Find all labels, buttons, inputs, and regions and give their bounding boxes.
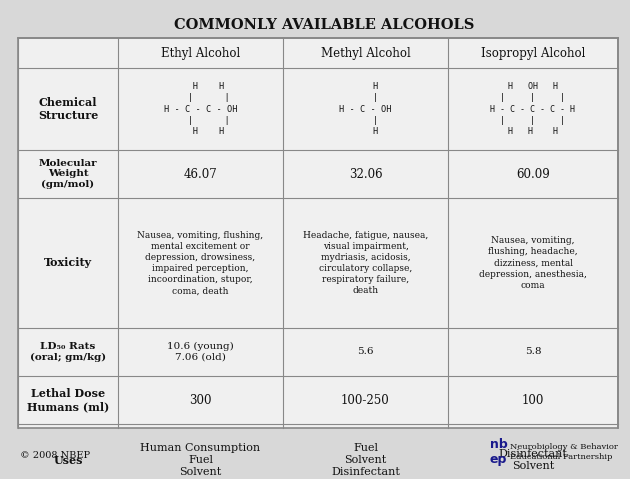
Text: H   OH   H
|     |     |
H - C - C - C - H
|     |     |
H   H    H: H OH H | | | H - C - C - C - H | | | H H…	[491, 82, 575, 136]
Text: Human Consumption
Fuel
Solvent: Human Consumption Fuel Solvent	[140, 443, 261, 478]
Text: Fuel
Solvent
Disinfectant: Fuel Solvent Disinfectant	[331, 443, 400, 478]
Text: H    H
   |      |
H - C - C - OH
   |      |
   H    H: H H | | H - C - C - OH | | H H	[164, 82, 238, 136]
Text: Toxicity: Toxicity	[44, 258, 92, 269]
Text: 5.6: 5.6	[357, 347, 374, 356]
Text: H
    |
H - C - OH
    |
    H: H | H - C - OH | H	[339, 82, 392, 136]
Text: LD₅₀ Rats
(oral; gm/kg): LD₅₀ Rats (oral; gm/kg)	[30, 342, 106, 362]
Text: 60.09: 60.09	[516, 168, 550, 181]
Text: Nausea, vomiting,
flushing, headache,
dizziness, mental
depression, anesthesia,
: Nausea, vomiting, flushing, headache, di…	[479, 236, 587, 290]
Text: © 2008 NBEP: © 2008 NBEP	[20, 451, 90, 459]
Text: Molecular
Weight
(gm/mol): Molecular Weight (gm/mol)	[38, 159, 97, 189]
Text: Methyl Alcohol: Methyl Alcohol	[321, 46, 410, 59]
Text: Headache, fatigue, nausea,
visual impairment,
mydriasis, acidosis,
circulatory c: Headache, fatigue, nausea, visual impair…	[303, 231, 428, 295]
Text: 300: 300	[189, 394, 212, 407]
Text: 10.6 (young)
7.06 (old): 10.6 (young) 7.06 (old)	[167, 342, 234, 362]
Text: Isopropyl Alcohol: Isopropyl Alcohol	[481, 46, 585, 59]
Text: 5.8: 5.8	[525, 347, 541, 356]
Bar	[18, 38, 618, 428]
Text: Ethyl Alcohol: Ethyl Alcohol	[161, 46, 240, 59]
Text: 100: 100	[522, 394, 544, 407]
Text: nb
ep: nb ep	[490, 438, 508, 466]
Text: Disinfectant
Solvent: Disinfectant Solvent	[498, 449, 568, 471]
Text: COMMONLY AVAILABLE ALCOHOLS: COMMONLY AVAILABLE ALCOHOLS	[174, 18, 474, 32]
Text: Chemical
Structure: Chemical Structure	[38, 97, 98, 121]
Text: Nausea, vomiting, flushing,
mental excitement or
depression, drowsiness,
impaire: Nausea, vomiting, flushing, mental excit…	[137, 231, 263, 295]
Text: 32.06: 32.06	[348, 168, 382, 181]
Text: 46.07: 46.07	[183, 168, 217, 181]
Text: Uses: Uses	[54, 455, 83, 466]
Text: Lethal Dose
Humans (ml): Lethal Dose Humans (ml)	[27, 388, 109, 412]
Text: 100-250: 100-250	[341, 394, 390, 407]
Text: Neurobiology & Behavior
Educational Partnership: Neurobiology & Behavior Educational Part…	[510, 443, 618, 461]
